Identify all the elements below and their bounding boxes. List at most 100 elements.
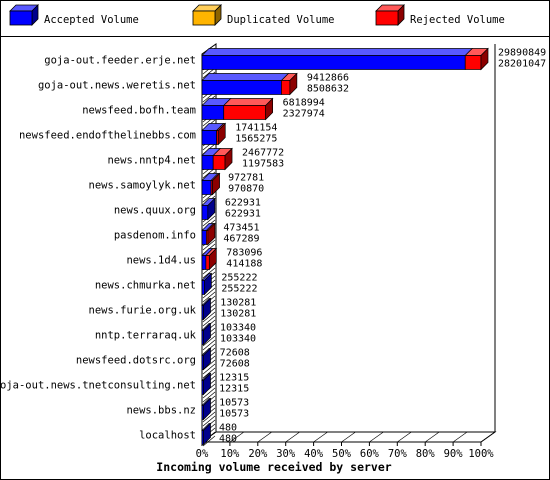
bar-accepted <box>201 73 290 95</box>
x-tick-label: 40% <box>304 448 324 460</box>
wall-hatch <box>202 387 216 399</box>
bar-rejected <box>210 172 221 196</box>
value-label-accepted: 130281 <box>220 309 256 320</box>
value-label-total: 473451 <box>223 223 259 234</box>
bar-accepted <box>201 297 212 321</box>
category-labels: goja-out.feeder.erje.net goja-out.news.we… <box>0 55 197 442</box>
wall-hatch <box>202 335 216 347</box>
value-label-accepted: 414188 <box>226 259 262 270</box>
bar-row <box>201 197 216 221</box>
value-label-accepted: 622931 <box>225 209 261 220</box>
bar-row <box>201 272 213 296</box>
category-label: news.quux.org <box>114 205 196 217</box>
bar-side-face <box>208 247 217 271</box>
value-label-accepted: 103340 <box>220 334 256 345</box>
legend-swatch <box>9 10 33 26</box>
bar-row <box>201 47 489 71</box>
category-label: newsfeed.dotsrc.org <box>76 355 196 367</box>
legend-label: Accepted Volume <box>44 14 139 26</box>
bar-front-face <box>464 55 482 70</box>
bar-front-face <box>201 230 207 245</box>
wall-hatch <box>202 415 216 427</box>
bar-front-face <box>212 155 226 170</box>
x-grid <box>397 431 412 443</box>
bar-accepted <box>201 98 232 120</box>
bar-accepted <box>201 272 213 296</box>
legend-swatch <box>375 10 399 26</box>
bar-front-face <box>201 155 214 170</box>
bar-top-face <box>222 98 274 106</box>
bar-row <box>201 372 212 396</box>
bar-rejected <box>215 122 227 146</box>
bar-accepted <box>201 197 216 221</box>
bar-side-face <box>203 322 211 346</box>
bar-side-face <box>212 172 220 196</box>
category-label: localhost <box>139 430 196 442</box>
bar-row <box>201 72 298 96</box>
value-label-total: 480 <box>219 423 237 434</box>
category-label: news.bbs.nz <box>126 405 196 417</box>
bar-side-face <box>203 347 211 371</box>
x-tick-label: 0% <box>196 448 209 460</box>
bar-front-face <box>201 205 209 220</box>
value-label-accepted: 480 <box>219 434 237 445</box>
wall-hatch <box>202 215 216 227</box>
value-label-total: 10573 <box>219 398 249 409</box>
legend-duplicated: Duplicated Volume <box>192 4 334 26</box>
x-tick-label: 10% <box>220 448 240 460</box>
value-label-total: 2467772 <box>242 148 284 159</box>
category-label: pasdenom.info <box>114 230 196 242</box>
x-tick-label: 50% <box>332 448 352 460</box>
x-tick-label: 70% <box>388 448 408 460</box>
legend-label: Duplicated Volume <box>227 14 334 26</box>
bar-row <box>201 97 274 121</box>
category-label: news.samoylyk.net <box>89 180 196 192</box>
value-label-total: 255222 <box>221 273 257 284</box>
x-tick-label: 100% <box>468 448 494 460</box>
bar-front-face <box>201 130 217 145</box>
wall-hatch <box>202 363 216 375</box>
value-label-total: 9412866 <box>307 73 349 84</box>
bar-front-face <box>201 255 207 270</box>
bar-rejected <box>222 97 274 121</box>
value-label-accepted: 12315 <box>219 384 249 395</box>
bar-accepted <box>201 397 212 421</box>
x-tick-label: 90% <box>444 448 464 460</box>
wall-hatch <box>202 315 216 327</box>
bar-side-face <box>207 222 216 246</box>
bar-side-face <box>204 272 212 296</box>
bar-row <box>201 297 212 321</box>
bar-front-face <box>201 280 205 295</box>
x-axis-title: Incoming volume received by server <box>156 460 391 474</box>
category-label: goja-out.news.tnetconsulting.net <box>0 380 196 392</box>
bar-top-face <box>201 48 474 56</box>
wall-hatch <box>202 435 216 447</box>
x-grid <box>425 431 440 443</box>
bar-side-face <box>217 122 226 146</box>
bar-rejected <box>464 47 489 71</box>
x-tick-label: 60% <box>360 448 380 460</box>
value-label-accepted: 10573 <box>219 409 249 420</box>
bar-accepted <box>201 48 474 70</box>
category-label: news.1d4.us <box>126 255 196 267</box>
x-tick-label: 30% <box>276 448 296 460</box>
bar-side-face <box>203 397 211 421</box>
x-tick-label: 80% <box>416 448 436 460</box>
bar-accepted <box>201 123 225 145</box>
bar-accepted <box>201 322 212 346</box>
x-grid <box>341 431 356 443</box>
value-label-total: 103340 <box>220 323 256 334</box>
legend-label: Rejected Volume <box>410 14 505 26</box>
value-label-accepted: 255222 <box>221 284 257 295</box>
value-label-accepted: 1565275 <box>235 134 277 145</box>
value-label-total: 12315 <box>219 373 249 384</box>
bars <box>201 47 489 446</box>
category-label: newsfeed.endofthelinebbs.com <box>19 130 196 142</box>
wall-hatch <box>202 291 216 303</box>
value-label-accepted: 467289 <box>223 234 259 245</box>
x-grid <box>229 431 245 443</box>
bar-front-face <box>205 255 210 270</box>
wall-hatch <box>202 239 216 251</box>
